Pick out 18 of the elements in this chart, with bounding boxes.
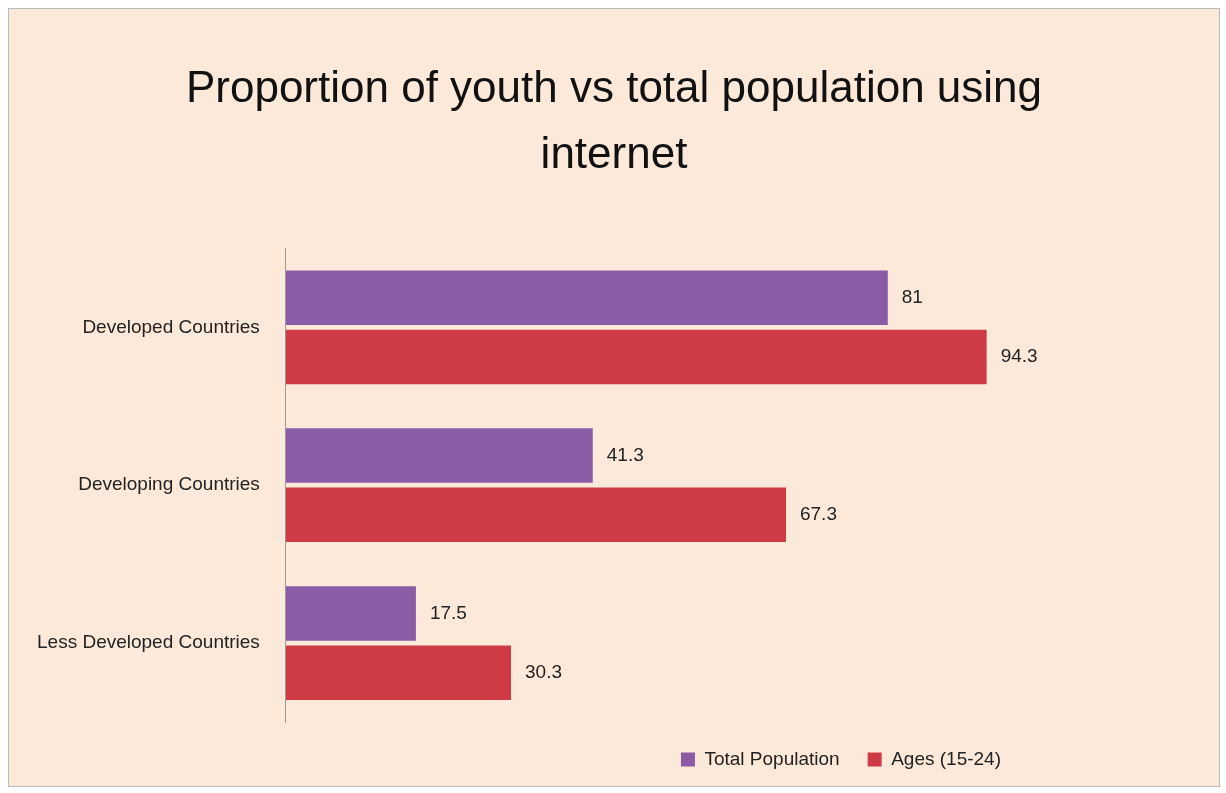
data-label: 67.3 [799,503,837,525]
y-tick-label: Developing Countries [78,473,260,495]
y-tick-label: Less Developed Countries [36,631,260,653]
legend-label: Total Population [704,747,840,769]
data-label: 30.3 [525,660,563,682]
bar [285,645,512,700]
data-label: 17.5 [429,601,467,623]
data-label: 94.3 [1000,345,1038,367]
data-label: 41.3 [606,443,644,465]
data-label: 81 [901,285,923,307]
bar [285,586,416,641]
bar [285,270,888,325]
legend-label: Ages (15-24) [891,747,1002,769]
bar [285,428,593,483]
y-tick-label: Developed Countries [82,315,260,337]
bar [285,329,987,385]
bar [285,487,786,543]
chart-title: Proportion of youth vs total population using internet [184,61,1044,179]
